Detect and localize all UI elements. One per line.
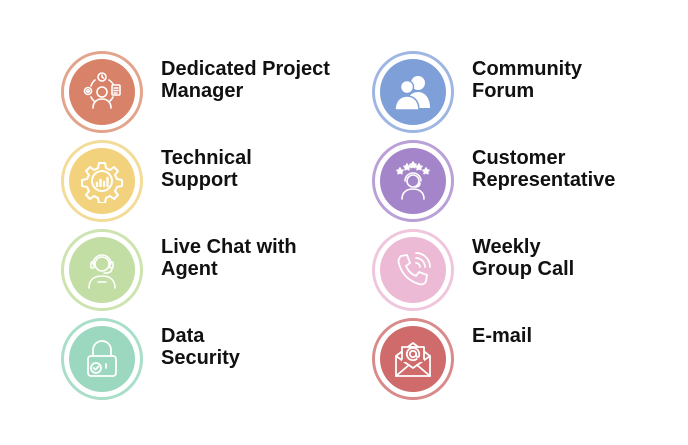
padlock-check-icon <box>87 340 117 377</box>
email-envelope-icon <box>395 342 431 377</box>
feature-title-line2: Manager <box>161 80 244 102</box>
feature-label: Dedicated Project Manager <box>161 58 330 102</box>
customer-representative-icon <box>396 161 430 200</box>
project-manager-icon <box>83 72 121 109</box>
feature-title-line1: Dedicated Project <box>161 58 330 80</box>
feature-title-line2: Agent <box>161 258 218 280</box>
feature-title-line1: Technical <box>161 147 252 169</box>
feature-label: Live Chat with Agent <box>161 236 297 280</box>
community-forum-icon <box>394 76 430 111</box>
feature-label: Community Forum <box>472 58 582 102</box>
feature-title-line2: Support <box>161 169 238 191</box>
feature-title-line1: E-mail <box>472 325 533 347</box>
feature-label: Customer Representative <box>472 147 615 191</box>
icon-badge <box>372 51 454 133</box>
technical-support-icon <box>81 162 123 203</box>
live-chat-agent-icon <box>88 254 116 289</box>
feature-title-line1: Data <box>161 325 205 347</box>
icon-badge <box>61 51 143 133</box>
icon-badge <box>372 140 454 222</box>
feature-title-line2: Group Call <box>472 258 575 280</box>
icon-badge <box>61 318 143 400</box>
feature-title-line2: Representative <box>472 169 616 191</box>
feature-label: Data Security <box>161 325 240 369</box>
feature-label: Technical Support <box>161 147 252 191</box>
icon-badge <box>372 229 454 311</box>
phone-call-icon <box>397 252 431 286</box>
icon-badge <box>372 318 454 400</box>
feature-title-line1: Weekly <box>472 236 541 258</box>
icon-badge <box>61 140 143 222</box>
feature-label: E-mail <box>472 325 532 347</box>
feature-title-line1: Community <box>472 58 582 80</box>
feature-title-line1: Live Chat with <box>161 236 297 258</box>
feature-title-line2: Forum <box>472 80 535 102</box>
feature-title-line1: Customer <box>472 147 566 169</box>
feature-label: Weekly Group Call <box>472 236 574 280</box>
feature-title-line2: Security <box>161 347 240 369</box>
icon-badge <box>61 229 143 311</box>
